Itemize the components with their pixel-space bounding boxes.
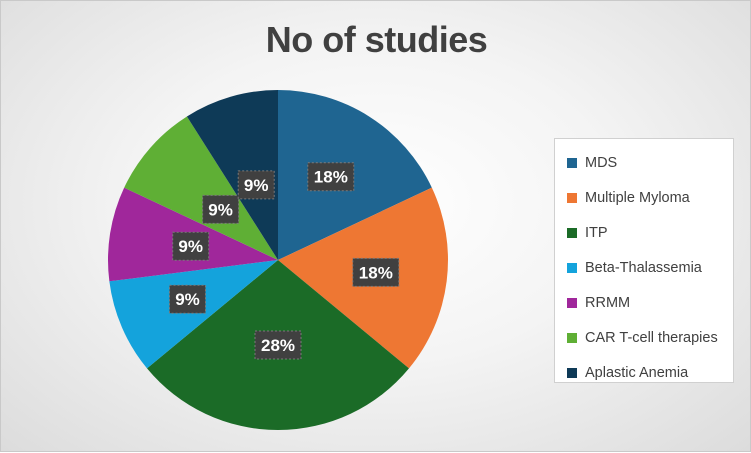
legend: MDS Multiple Myloma ITP Beta-Thalassemia RRM… [554,138,734,383]
legend-label: CAR T-cell therapies [585,329,718,346]
data-label-mds: 18% [307,162,355,192]
data-label-itp: 28% [254,330,302,360]
legend-item-mds: MDS [567,145,733,180]
legend-item-rrmm: RRMM [567,285,733,320]
svg-text:9%: 9% [178,237,203,256]
legend-swatch [567,297,577,308]
legend-item-aplastic-anemia: Aplastic Anemia [567,355,733,390]
data-label-rrmm: 9% [172,231,210,261]
legend-item-beta-thalassemia: Beta-Thalassemia [567,250,733,285]
legend-label: RRMM [585,294,631,311]
legend-label: ITP [585,224,608,241]
legend-swatch [567,367,577,378]
legend-item-itp: ITP [567,215,733,250]
legend-label: Beta-Thalassemia [585,259,702,276]
data-label-aplastic-anemia: 9% [237,170,275,200]
legend-label: Aplastic Anemia [585,364,689,381]
pie-slice-beta-thalassemia [109,260,278,369]
data-label-car-t-cell-therapies: 9% [202,194,240,224]
data-label-multiple-myloma: 18% [352,257,400,287]
legend-item-car-t-cell-therapies: CAR T-cell therapies [567,320,733,355]
pie-slice-mds [278,90,432,260]
svg-text:9%: 9% [175,290,200,309]
legend-swatch [567,192,577,203]
pie-slice-aplastic-anemia [186,90,278,260]
legend-item-multiple-myloma: Multiple Myloma [567,180,733,215]
legend-swatch [567,262,577,273]
svg-text:18%: 18% [359,263,393,282]
pie-slice-car-t-cell-therapies [124,116,279,261]
svg-text:9%: 9% [208,200,233,219]
legend-swatch [567,227,577,238]
chart-title: No of studies [265,19,488,60]
legend-swatch [567,332,577,343]
svg-text:18%: 18% [314,168,348,187]
data-label-beta-thalassemia: 9% [169,284,206,314]
svg-text:28%: 28% [261,336,295,355]
legend-swatch [567,157,577,168]
legend-label: MDS [585,154,618,171]
legend-label: Multiple Myloma [585,189,690,206]
svg-text:9%: 9% [244,176,269,195]
